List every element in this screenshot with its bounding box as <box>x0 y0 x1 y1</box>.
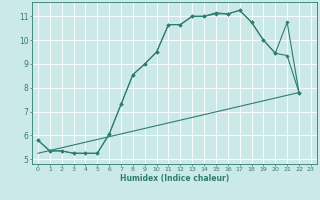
X-axis label: Humidex (Indice chaleur): Humidex (Indice chaleur) <box>120 174 229 183</box>
